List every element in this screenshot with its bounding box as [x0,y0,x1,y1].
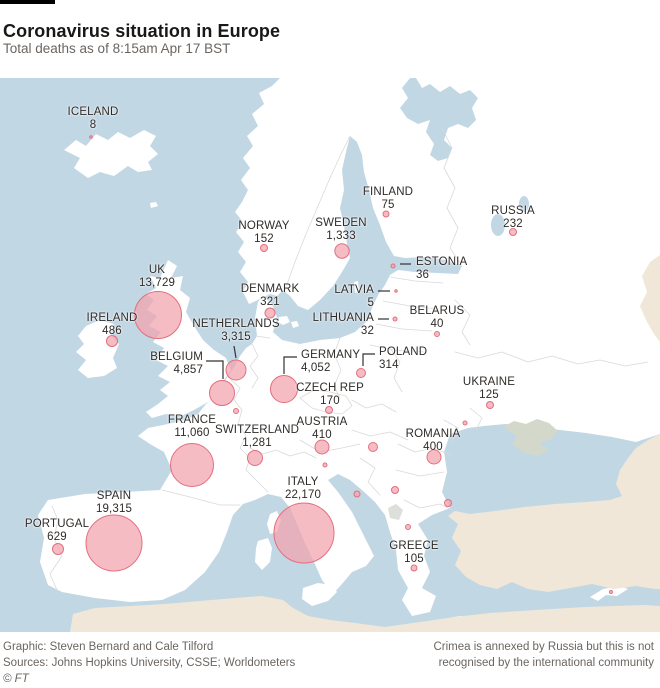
bubble-portugal [52,543,64,555]
bubble-denmark [264,307,276,319]
connector-poland [362,353,375,366]
europe-bubble-map: ITALY 22,170 SPAIN 19,315 UK 13,729 FRANCE 11,0… [0,78,660,632]
bubble-poland [356,368,366,378]
bubble-norway [260,244,268,252]
connector-netherlands [233,345,237,359]
footer-credits: Graphic: Steven Bernard and Cale Tilford… [3,639,295,687]
dot-croatia [353,490,361,498]
page-subtitle: Total deaths as of 8:15am Apr 17 BST [3,41,231,56]
bubble-belgium [209,380,235,406]
bubble-latvia [394,289,398,293]
bubble-czech-republic [325,406,333,414]
sources-line: Sources: Johns Hopkins University, CSSE;… [3,657,296,669]
ft-top-bar [0,0,55,4]
iceland-landmass [64,130,158,178]
crimea-region [503,419,558,456]
bubble-finland [382,210,390,218]
white-sea [400,78,478,161]
bubble-france [170,443,214,487]
bubble-russia [509,228,517,236]
ft-copyright: © FT [3,673,29,685]
ireland-landmass [76,320,119,378]
lake-onega [519,196,529,212]
bubble-austria [314,439,330,455]
bubble-sweden [334,243,350,259]
death-bubbles [52,135,517,572]
borders-central [249,337,453,511]
bubble-greece [410,564,418,572]
lake-ladoga [491,214,505,236]
bubble-estonia [390,263,396,269]
bubble-switzerland [247,450,263,466]
borders-northeast [284,127,649,443]
dot-luxembourg [233,408,239,414]
dot-serbia [391,486,399,494]
minor-country-dots [233,408,613,594]
dot-bulgaria [444,499,452,507]
label-connectors [206,263,411,379]
dot-albania [405,524,411,530]
north-africa-landmass [70,596,660,632]
bubble-italy [273,502,335,564]
dot-slovenia [322,462,328,468]
bubble-ireland [106,335,118,347]
bubble-ukraine [486,401,494,409]
dot-moldova [462,420,468,426]
bubble-romania [426,449,442,465]
graphic-credit: Graphic: Steven Bernard and Cale Tilford [3,641,214,653]
crimea-note: Crimea is annexed by Russia but this is … [433,639,654,671]
bubble-spain [85,514,143,572]
islands [150,202,628,626]
page-title: Coronavirus situation in Europe [3,21,281,42]
connector-belgium [206,360,224,379]
kosovo-region [388,504,403,520]
bubble-germany [270,375,298,403]
map-svg [0,78,660,632]
turkey-landmass [448,434,660,592]
connector-germany [283,356,297,374]
dot-cyprus [609,590,613,594]
bubble-iceland [89,135,93,139]
bubble-netherlands [225,359,247,381]
bubble-lithuania [392,316,398,322]
crimea-note-line1: Crimea is annexed by Russia but this is … [433,641,654,653]
dot-hungary [368,442,378,452]
bubble-uk [134,291,182,339]
crimea-note-line2: recognised by the international communit… [438,657,654,669]
bubble-belarus [434,331,440,337]
eastern-edge-landmass [640,255,660,342]
